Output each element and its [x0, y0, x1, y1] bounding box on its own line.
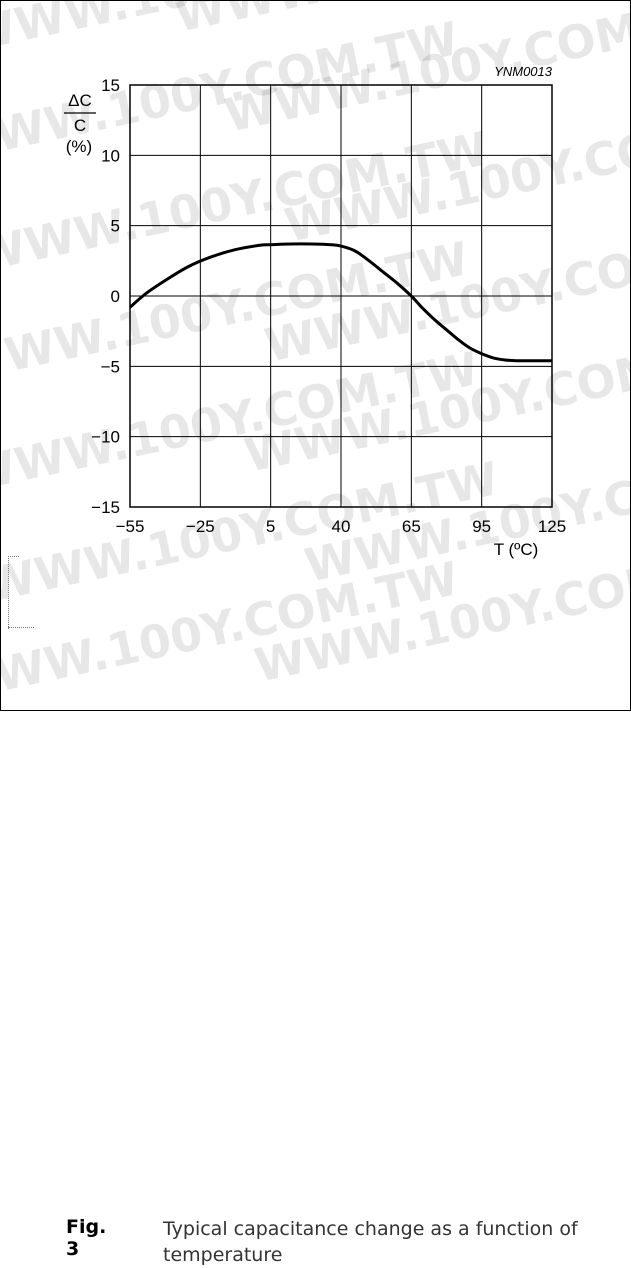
x-tick-label: 5 [266, 517, 275, 536]
caption-bracket-tick [8, 627, 34, 628]
chart-reference-code: YNM0013 [494, 64, 553, 79]
x-tick-label: −25 [186, 517, 215, 536]
y-tick-label: 15 [101, 76, 120, 95]
plot-border [129, 84, 553, 508]
y-tick-label: 10 [101, 146, 120, 165]
y-tick-label: −10 [91, 428, 120, 447]
x-tick-label: 40 [332, 517, 351, 536]
series-line [129, 242, 552, 363]
y-tick-label: 5 [111, 217, 120, 236]
caption-bracket [8, 556, 19, 629]
x-tick-label: 95 [472, 517, 491, 536]
x-tick-label: −55 [116, 517, 145, 536]
y-tick-label: −5 [101, 357, 120, 376]
chart-grid: 15 10 5 0 −5 −10 −15−55 −25 5 40 65 95 125 [91, 76, 566, 536]
series-layer [129, 242, 552, 363]
y-axis-label-numerator: ΔC [68, 91, 92, 110]
capacitance-chart: 15 10 5 0 −5 −10 −15−55 −25 5 40 65 95 125 YNM0013 Δ… [64, 64, 566, 559]
figure-caption-text: Typical capacitance change as a function… [163, 1218, 578, 1266]
y-tick-label: −15 [91, 498, 120, 517]
y-axis-label-denominator: C [74, 116, 86, 135]
x-tick-label: 65 [402, 517, 421, 536]
x-axis-label: T (ºC) [494, 540, 539, 559]
figure-number: Fig. 3 [66, 1216, 107, 1260]
y-tick-label: 0 [111, 287, 120, 306]
x-tick-label: 125 [538, 517, 566, 536]
y-axis-label-unit: (%) [66, 137, 92, 156]
